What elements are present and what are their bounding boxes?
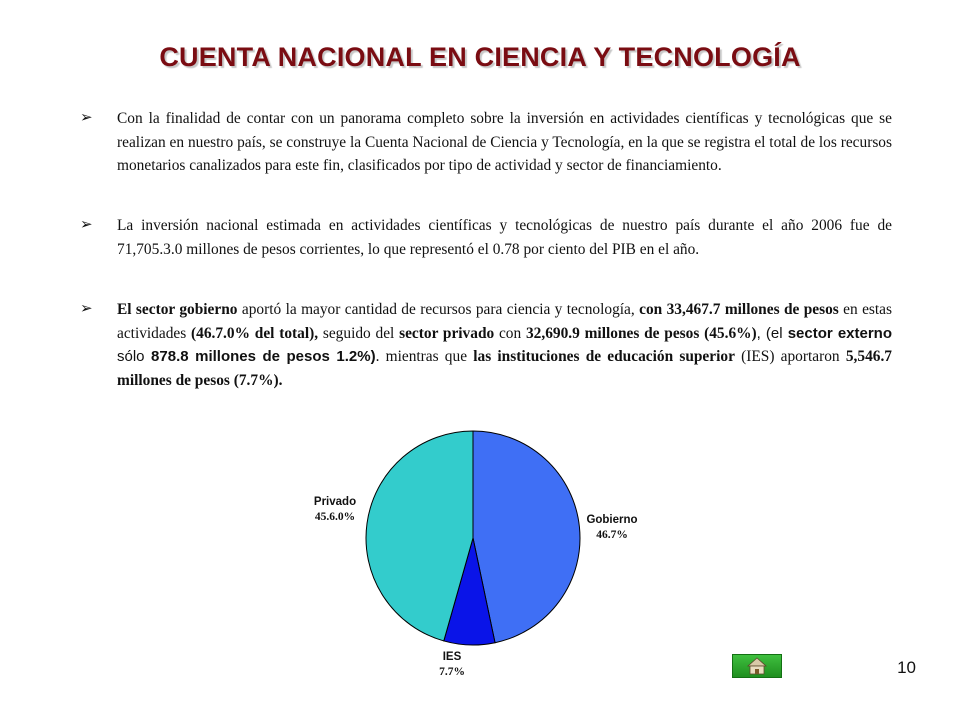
text-bold: las instituciones de educación superior — [473, 348, 735, 365]
slice-pct: 45.6.0% — [314, 511, 356, 523]
text-run: aportó la mayor cantidad de recursos par… — [237, 301, 640, 318]
pie-svg — [365, 430, 581, 646]
arrow-bullet-icon: ➢ — [80, 301, 93, 317]
bullet-item-2: ➢ La inversión nacional estimada en acti… — [80, 214, 892, 261]
bullet-text-2: La inversión nacional estimada en activi… — [117, 217, 892, 258]
bullet-text-1: Con la finalidad de contar con un panora… — [117, 110, 892, 174]
pie-slice-privado — [365, 430, 474, 642]
bullet-text-3: El sector gobierno aportó la mayor canti… — [117, 298, 892, 392]
page-number: 10 — [897, 658, 916, 677]
arrow-bullet-icon: ➢ — [80, 217, 93, 233]
slice-pct: 7.7% — [439, 666, 465, 678]
bullet-item-1: ➢ Con la finalidad de contar con un pano… — [80, 107, 892, 178]
text-run: . mientras que — [375, 348, 474, 365]
text-bold: sector externo — [787, 324, 892, 342]
text-run: en estas actividades — [117, 301, 892, 342]
pie-chart: Gobierno 46.7% IES 7.7% Privado 45.6.0% — [280, 415, 680, 695]
slice-name: Gobierno — [586, 514, 638, 526]
slice-pct: 46.7% — [596, 529, 628, 541]
home-icon — [746, 657, 768, 675]
text-bold: 5,546.7 millones de pesos (7.7%). — [117, 348, 892, 389]
text-bold: sector privado — [399, 324, 495, 342]
bullet-item-3: ➢ El sector gobierno aportó la mayor can… — [80, 298, 892, 392]
text-bold: 878.8 millones de pesos 1.2%) — [151, 348, 376, 365]
home-button[interactable] — [732, 654, 782, 678]
pie-slice-gobierno — [472, 430, 581, 644]
slice-label-gobierno: Gobierno 46.7% — [572, 513, 652, 543]
text-run: seguido del — [318, 324, 400, 342]
slice-name: IES — [442, 651, 462, 663]
slice-name: Privado — [313, 496, 357, 508]
text-bold: con 33,467.7 millones de pesos — [639, 301, 839, 318]
slice-label-ies: IES 7.7% — [424, 650, 480, 680]
text-bold: 32,690.9 millones de pesos (45.6%) — [525, 324, 757, 342]
text-run: , (el — [756, 324, 788, 342]
slice-label-privado: Privado 45.6.0% — [297, 495, 373, 525]
text-run: con — [494, 324, 526, 342]
page-title: CUENTA NACIONAL EN CIENCIA Y TECNOLOGÍA — [159, 42, 801, 72]
text-bold: El sector gobierno — [117, 301, 238, 318]
text-run: (IES) aportaron — [734, 348, 846, 365]
arrow-bullet-icon: ➢ — [80, 110, 93, 126]
text-bold: (46.7.0% del total), — [191, 324, 319, 342]
text-run: sólo — [117, 348, 152, 365]
